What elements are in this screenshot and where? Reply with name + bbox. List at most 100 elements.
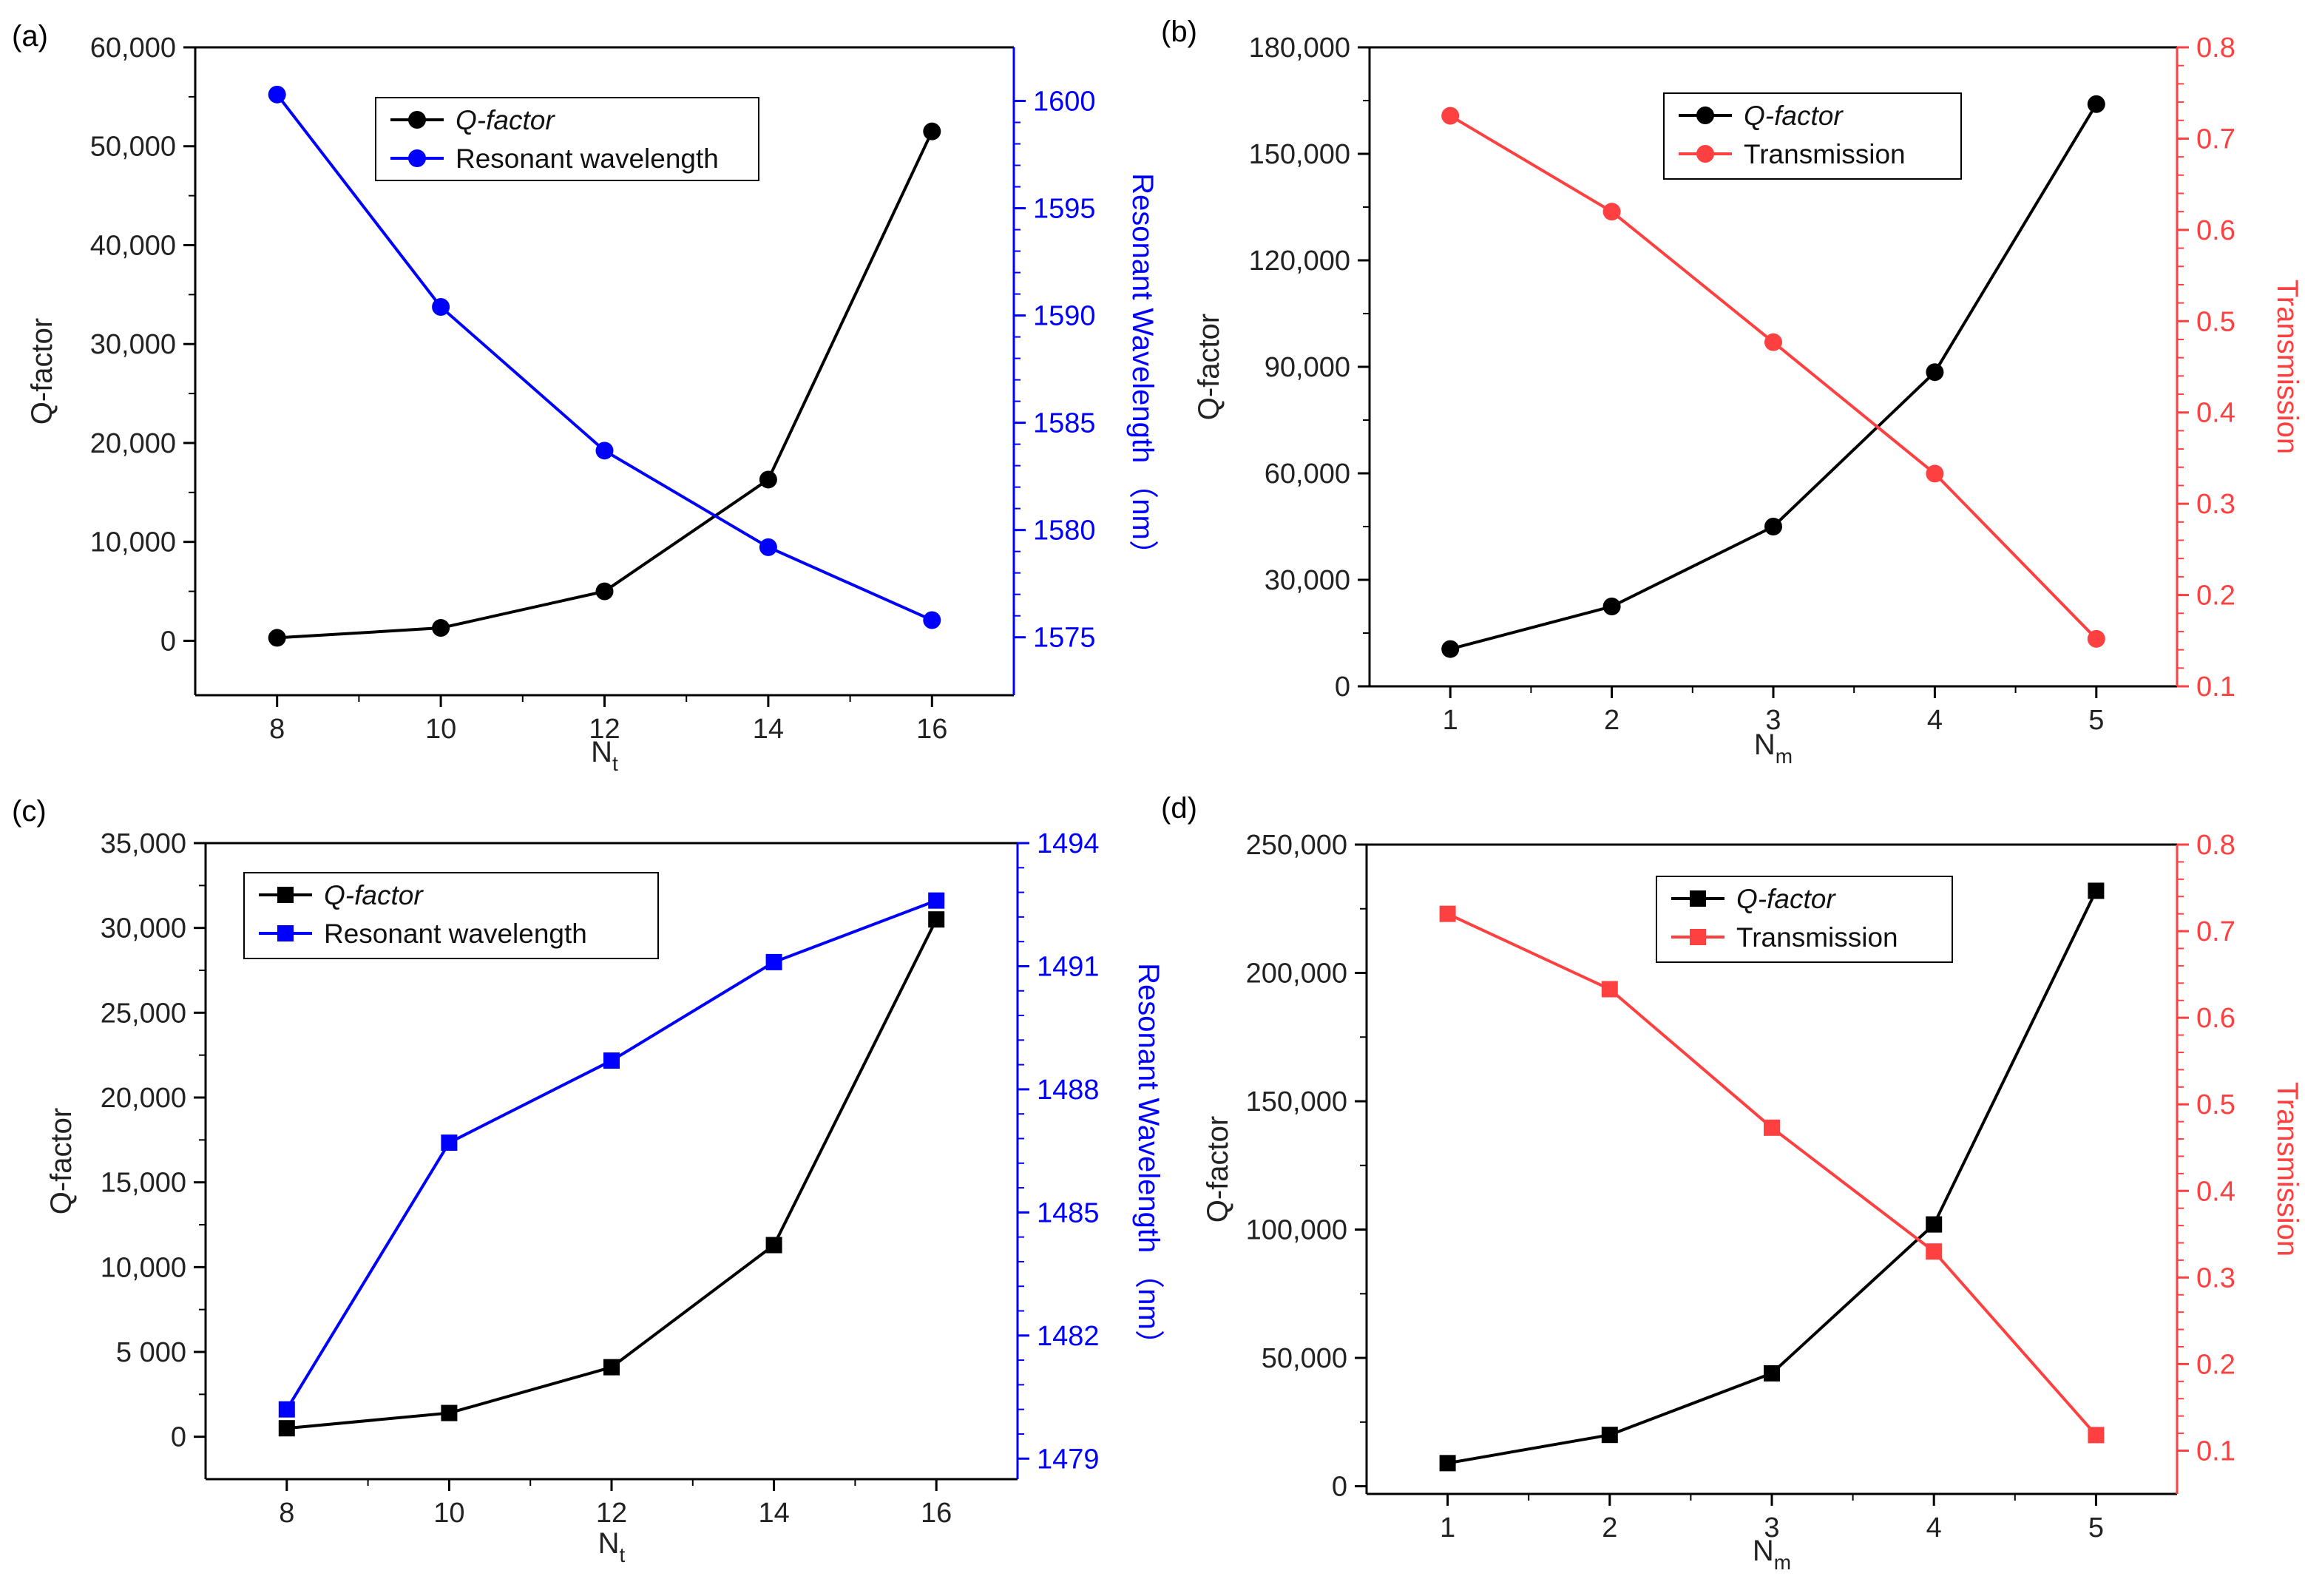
- x-tick-label: 12: [589, 714, 620, 745]
- right-tick-label: 1580: [1033, 515, 1096, 547]
- series-line-secondary: [1446, 912, 2097, 1436]
- left-tick-label: 0: [171, 1422, 186, 1453]
- right-tick-label: 1600: [1033, 87, 1096, 118]
- right-tick-label: 0.5: [2196, 306, 2235, 337]
- legend-swatch-marker: [1690, 890, 1706, 907]
- data-point: [1764, 333, 1782, 351]
- left-tick-label: 120,000: [1249, 246, 1350, 277]
- legend-label: Q-factor: [1744, 101, 1844, 131]
- x-tick-label: 2: [1604, 705, 1619, 736]
- data-point: [2087, 95, 2105, 113]
- legend-label: Transmission: [1744, 139, 1906, 169]
- data-point: [765, 953, 782, 970]
- data-point: [1926, 363, 1944, 382]
- chart-panel-a: (a) 8 10 12 14 16 Nt 0 10,000 20,000 30,000 40,000 5…: [12, 20, 1159, 775]
- x-axis-title-main: N: [1753, 1535, 1774, 1567]
- x-tick-label: 14: [758, 1498, 789, 1529]
- left-tick-label: 25,000: [101, 998, 186, 1029]
- data-point: [603, 1052, 620, 1069]
- right-tick-label: 0.5: [2196, 1089, 2235, 1120]
- right-tick-label: 0.3: [2196, 1262, 2235, 1294]
- data-point: [432, 619, 450, 638]
- right-tick-label: 0.8: [2196, 830, 2235, 861]
- data-point: [432, 297, 450, 316]
- legend-label: Q-factor: [456, 105, 555, 135]
- legend-swatch-marker: [277, 887, 294, 903]
- x-tick-label: 10: [433, 1498, 464, 1529]
- right-tick-label: 1585: [1033, 408, 1096, 439]
- left-tick-label: 10,000: [101, 1252, 186, 1283]
- series-line-q-factor: [286, 919, 938, 1430]
- data-point: [278, 1401, 295, 1418]
- left-tick-label: 60,000: [1265, 459, 1350, 490]
- left-tick-label: 30,000: [90, 329, 176, 360]
- right-axis-title-unit: （nm）: [1132, 1259, 1165, 1359]
- data-point: [595, 582, 614, 601]
- data-point: [2088, 882, 2105, 899]
- x-tick-label: 5: [2088, 705, 2104, 736]
- right-tick-label: 0.2: [2196, 581, 2235, 612]
- right-axis-title-main: Transmission: [2271, 280, 2304, 454]
- right-tick-label: 1590: [1033, 301, 1096, 332]
- right-tick-label: 0.1: [2196, 672, 2235, 703]
- data-point: [268, 629, 286, 647]
- legend-label: Transmission: [1736, 922, 1898, 953]
- data-point: [1926, 1243, 1943, 1260]
- data-point: [268, 85, 286, 104]
- data-point: [1764, 518, 1782, 535]
- left-tick-label: 0: [1332, 1472, 1347, 1503]
- legend-swatch-marker: [1690, 929, 1706, 945]
- chart-panel-c: (c) 8 10 12 14 16 Nt 0 5 000 10,000 15,000 20,000 25…: [12, 795, 1165, 1566]
- right-tick-label: 0.1: [2196, 1436, 2235, 1467]
- x-tick-label: 1: [1440, 1512, 1455, 1543]
- right-axis-title: Resonant Wavelength （nm）: [1132, 963, 1165, 1359]
- right-tick-label: 0.6: [2196, 1003, 2235, 1034]
- chart-panel-d: (d) 1 2 3 4 5 Nm 0 50,000 100,000 150,000 200,000 25…: [1161, 792, 2304, 1574]
- left-axis-title: Q-factor: [1202, 1116, 1234, 1223]
- x-tick-label: 16: [916, 714, 947, 745]
- legend-label: Q-factor: [324, 880, 424, 910]
- left-tick-label: 0: [1335, 672, 1350, 703]
- legend-swatch-marker: [1696, 145, 1714, 163]
- legend-swatch-marker: [408, 111, 426, 129]
- data-point: [765, 1237, 782, 1254]
- x-axis-title-subscript: t: [612, 752, 618, 775]
- left-tick-label: 30,000: [101, 913, 186, 944]
- left-tick-label: 20,000: [101, 1083, 186, 1114]
- right-tick-label: 1595: [1033, 194, 1096, 225]
- legend-swatch-marker: [1696, 106, 1714, 124]
- right-tick-label: 0.3: [2196, 489, 2235, 520]
- right-axis-title: Resonant Wavelength （nm）: [1126, 173, 1159, 569]
- chart-panel-b: (b) 1 2 3 4 5 Nm 0 30,000 60,000 90,000 120,000 150,…: [1161, 16, 2304, 768]
- right-axis-title-main: Resonant Wavelength: [1126, 173, 1159, 463]
- data-point: [759, 538, 777, 556]
- legend-label: Resonant wavelength: [456, 143, 719, 174]
- panel-label: (a): [12, 20, 48, 53]
- right-tick-label: 0.7: [2196, 916, 2235, 947]
- x-axis-title: Nt: [598, 1527, 626, 1566]
- legend: Q-factor Transmission: [1656, 876, 1953, 963]
- data-point: [441, 1404, 458, 1421]
- data-point: [603, 1359, 620, 1376]
- x-tick-label: 3: [1764, 1512, 1779, 1543]
- x-tick-label: 8: [279, 1498, 294, 1529]
- left-tick-label: 0: [160, 626, 176, 657]
- x-tick-label: 4: [1926, 1512, 1942, 1543]
- right-tick-label: 0.6: [2196, 215, 2235, 246]
- data-point: [2088, 1427, 2105, 1444]
- right-axis-title: Transmission: [2271, 1082, 2304, 1257]
- right-tick-label: 0.7: [2196, 124, 2235, 155]
- series-line-secondary: [285, 899, 937, 1410]
- data-point: [595, 442, 614, 460]
- data-point: [278, 1420, 295, 1437]
- series-line-secondary: [1449, 114, 2098, 640]
- x-tick-label: 5: [2088, 1512, 2104, 1543]
- series-line-q-factor: [1449, 103, 2098, 651]
- x-tick-label: 1: [1443, 705, 1458, 736]
- legend: Q-factor Transmission: [1663, 92, 1962, 180]
- left-tick-label: 40,000: [90, 230, 176, 261]
- left-tick-label: 100,000: [1246, 1215, 1347, 1246]
- right-tick-label: 1488: [1037, 1075, 1100, 1106]
- data-point: [1764, 1119, 1780, 1136]
- x-axis-title-main: N: [598, 1527, 620, 1560]
